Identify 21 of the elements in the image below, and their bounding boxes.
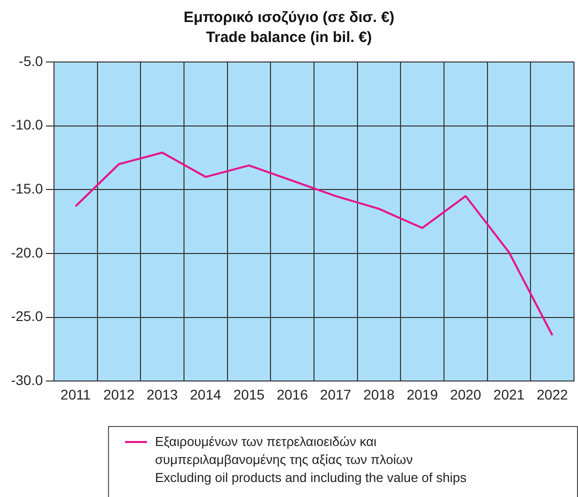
legend-label: Εξαιρουμένων των πετρελαιοειδών και συμπεριλαμβανομένης της αξίας των πλοίων Excluding oil products and including the value of ships: [155, 433, 466, 487]
x-tick-label: 2021: [493, 386, 525, 402]
y-tick-label: -25.0: [10, 308, 44, 324]
chart-title: Εμπορικό ισοζύγιο (σε δισ. €): [182, 8, 396, 28]
x-tick-label: 2016: [276, 386, 308, 402]
x-tick-label: 2013: [146, 386, 178, 402]
y-tick-label: -15.0: [10, 180, 44, 197]
x-tick-label: 2017: [320, 386, 352, 402]
x-tick-label: 2012: [103, 386, 135, 402]
y-tick-label: -30.0: [10, 372, 44, 388]
y-tick-label: -20.0: [10, 244, 44, 260]
x-tick-label: 2011: [60, 386, 91, 402]
x-tick-label: 2020: [450, 386, 482, 402]
y-tick-label: -5.0: [18, 52, 44, 69]
x-tick-label: 2019: [406, 386, 438, 402]
x-tick-label: 2022: [536, 386, 568, 402]
y-tick-label: -10.0: [10, 116, 44, 133]
x-tick-label: 2018: [363, 386, 395, 402]
x-tick-label: 2014: [190, 386, 222, 402]
x-tick-label: 2015: [233, 386, 265, 402]
chart-subtitle: Trade balance (in bil. €): [205, 28, 373, 48]
